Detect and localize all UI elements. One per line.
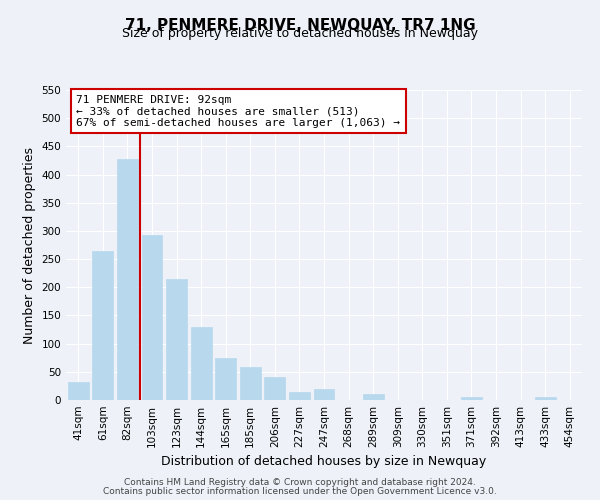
Bar (265, 378, 286, 400)
Bar (92, 250, 113, 400)
X-axis label: Distribution of detached houses by size in Newquay: Distribution of detached houses by size … (161, 456, 487, 468)
Text: Contains HM Land Registry data © Crown copyright and database right 2024.: Contains HM Land Registry data © Crown c… (124, 478, 476, 487)
Bar (240, 366, 261, 400)
Text: Contains public sector information licensed under the Open Government Licence v3: Contains public sector information licen… (103, 487, 497, 496)
Y-axis label: Number of detached properties: Number of detached properties (23, 146, 36, 344)
Bar (215, 358, 236, 400)
Bar (142, 235, 163, 400)
Bar (314, 388, 334, 400)
Bar (289, 392, 310, 400)
Text: 71 PENMERE DRIVE: 92sqm
← 33% of detached houses are smaller (513)
67% of semi-d: 71 PENMERE DRIVE: 92sqm ← 33% of detache… (76, 94, 400, 128)
Bar (535, 397, 556, 400)
Bar (166, 279, 187, 400)
Text: Size of property relative to detached houses in Newquay: Size of property relative to detached ho… (122, 28, 478, 40)
Bar (68, 382, 89, 400)
Text: 71, PENMERE DRIVE, NEWQUAY, TR7 1NG: 71, PENMERE DRIVE, NEWQUAY, TR7 1NG (125, 18, 475, 32)
Bar (461, 397, 482, 400)
Bar (191, 326, 212, 400)
Bar (362, 394, 383, 400)
Bar (117, 159, 138, 400)
